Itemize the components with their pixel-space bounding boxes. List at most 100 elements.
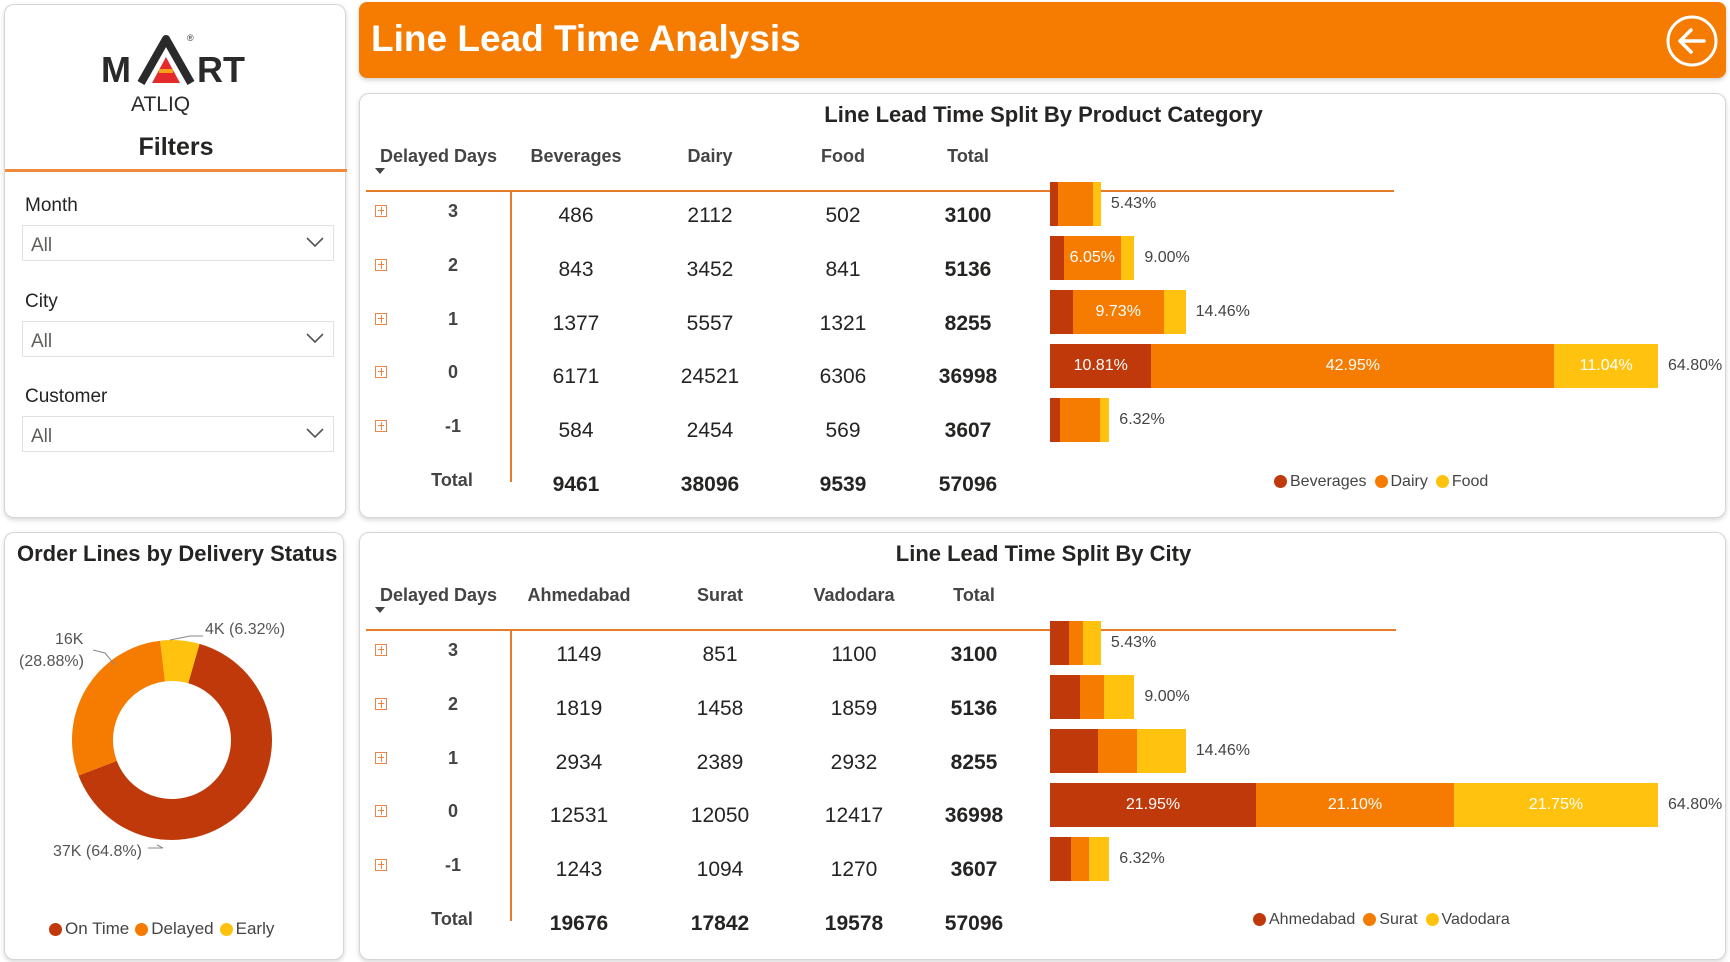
logo-a-mark-icon [137,35,195,85]
city-bar-vadodara[interactable] [1137,729,1186,773]
legend-item[interactable]: Beverages [1274,473,1367,490]
city-bar-ahmedabad[interactable] [1050,837,1071,881]
cat-col-total[interactable]: Total [947,146,989,166]
city-split-title: Line Lead Time Split By City [895,541,1192,566]
cat-row-total: 3100 [944,204,992,227]
sort-down-icon[interactable] [375,168,385,174]
legend-item[interactable]: Early [219,919,274,938]
city-total-cell: 19676 [549,912,609,935]
city-cell: 1149 [556,643,602,666]
filters-divider [5,169,347,172]
cat-bar-beverages[interactable] [1050,398,1060,442]
donut-legend: On Time Delayed Early [49,919,280,939]
city-col-delayed-days[interactable]: Delayed Days [380,585,498,605]
city-bar-surat[interactable]: 21.10% [1256,783,1454,827]
city-bar-surat[interactable] [1098,729,1138,773]
legend-label: Surat [1379,911,1418,928]
city-cell: 1094 [696,858,744,881]
city-col-total[interactable]: Total [953,585,995,605]
cat-col-food[interactable]: Food [821,146,865,166]
city-col-surat[interactable]: Surat [696,585,743,605]
legend-dot [1374,475,1388,488]
cat-bar-beverages[interactable] [1050,290,1073,334]
expand-row-icon[interactable] [375,805,387,817]
cat-bar-beverages[interactable] [1050,236,1064,280]
legend-label: Beverages [1290,473,1367,490]
city-total-label: Total [431,909,473,929]
cat-grand-total: 57096 [938,473,998,496]
cat-bar-dairy[interactable] [1058,182,1093,226]
city-bar-ahmedabad[interactable]: 21.95% [1050,783,1256,827]
expand-row-icon[interactable] [375,205,387,217]
expand-row-icon[interactable] [375,259,387,271]
month-filter-select[interactable]: All [22,225,334,261]
donut-slice-early[interactable] [160,640,200,684]
donut-slice-delayed[interactable] [72,640,166,776]
city-bar-ahmedabad[interactable] [1050,675,1080,719]
city-bar-total-label: 64.80% [1668,796,1723,813]
legend-item[interactable]: On Time [49,919,129,938]
cat-bar-food[interactable] [1163,290,1186,334]
cat-bar-food[interactable] [1092,182,1101,226]
city-bar-surat[interactable] [1079,675,1104,719]
cat-bar-food[interactable] [1120,236,1135,280]
legend-dot [135,923,149,936]
city-bar-surat[interactable] [1068,621,1083,665]
expand-row-icon[interactable] [375,698,387,710]
expand-row-icon[interactable] [375,420,387,432]
cat-col-dairy[interactable]: Dairy [687,146,733,166]
city-bar-vadodara[interactable] [1088,837,1110,881]
legend-item[interactable]: Ahmedabad [1253,911,1355,928]
legend-item[interactable]: Delayed [135,919,214,938]
chevron-down-icon [306,333,324,344]
cat-bar-dairy[interactable]: 42.95% [1151,344,1555,388]
legend-item[interactable]: Food [1435,473,1488,490]
city-cell: 1100 [831,643,877,666]
legend-label: Vadodara [1441,911,1510,928]
cat-row-days: 3 [447,201,458,221]
cat-bar-total-label: 5.43% [1110,195,1157,212]
cat-bar-food[interactable] [1099,398,1110,442]
cat-bar-total-label: 64.80% [1668,357,1723,374]
cat-bar-beverages[interactable]: 10.81% [1050,344,1152,388]
city-cell: 1270 [830,858,878,881]
city-bar-vadodara[interactable]: 21.75% [1453,783,1658,827]
back-arrow-icon[interactable] [1664,13,1720,69]
cat-bar-beverages[interactable] [1050,182,1058,226]
donut-chart-title: Order Lines by Delivery Status [17,541,338,566]
cat-bar-dairy[interactable]: 9.73% [1072,290,1164,334]
legend-item[interactable]: Surat [1363,911,1418,928]
expand-row-icon[interactable] [375,644,387,656]
legend-item[interactable]: Dairy [1374,473,1428,490]
expand-row-icon[interactable] [375,752,387,764]
city-cell: 1819 [555,697,603,720]
cat-bar-dairy[interactable] [1059,398,1100,442]
cat-row-days: 2 [447,255,458,275]
city-bar-ahmedabad[interactable] [1050,621,1069,665]
city-col-vadodara[interactable]: Vadodara [813,585,895,605]
category-split-title: Line Lead Time Split By Product Category [824,102,1263,127]
city-filter-select[interactable]: All [22,321,334,357]
city-col-ahmedabad[interactable]: Ahmedabad [527,585,631,605]
donut-label-early: 4K (6.32%) [205,621,286,638]
city-split-visual: Line Lead Time Split By City Delayed Day… [359,532,1726,960]
logo-subtitle: ATLIQ [131,93,191,116]
expand-row-icon[interactable] [375,366,387,378]
cat-col-beverages[interactable]: Beverages [530,146,622,166]
city-total-cell: 17842 [690,912,750,935]
city-bar-vadodara[interactable] [1103,675,1135,719]
city-bar-surat[interactable] [1070,837,1089,881]
donut-slice-on-time[interactable] [78,643,272,840]
cat-col-delayed-days[interactable]: Delayed Days [380,146,498,166]
city-bar-vadodara[interactable] [1082,621,1101,665]
sort-down-icon[interactable] [375,607,385,613]
cat-bar-food[interactable]: 11.04% [1554,344,1658,388]
cat-bar-dairy[interactable]: 6.05% [1063,236,1121,280]
legend-item[interactable]: Vadodara [1425,911,1510,928]
city-bar-ahmedabad[interactable] [1050,729,1099,773]
expand-row-icon[interactable] [375,859,387,871]
donut-leader-line [169,635,203,641]
cat-total-cell: 9461 [552,473,600,496]
expand-row-icon[interactable] [375,313,387,325]
customer-filter-select[interactable]: All [22,416,334,452]
